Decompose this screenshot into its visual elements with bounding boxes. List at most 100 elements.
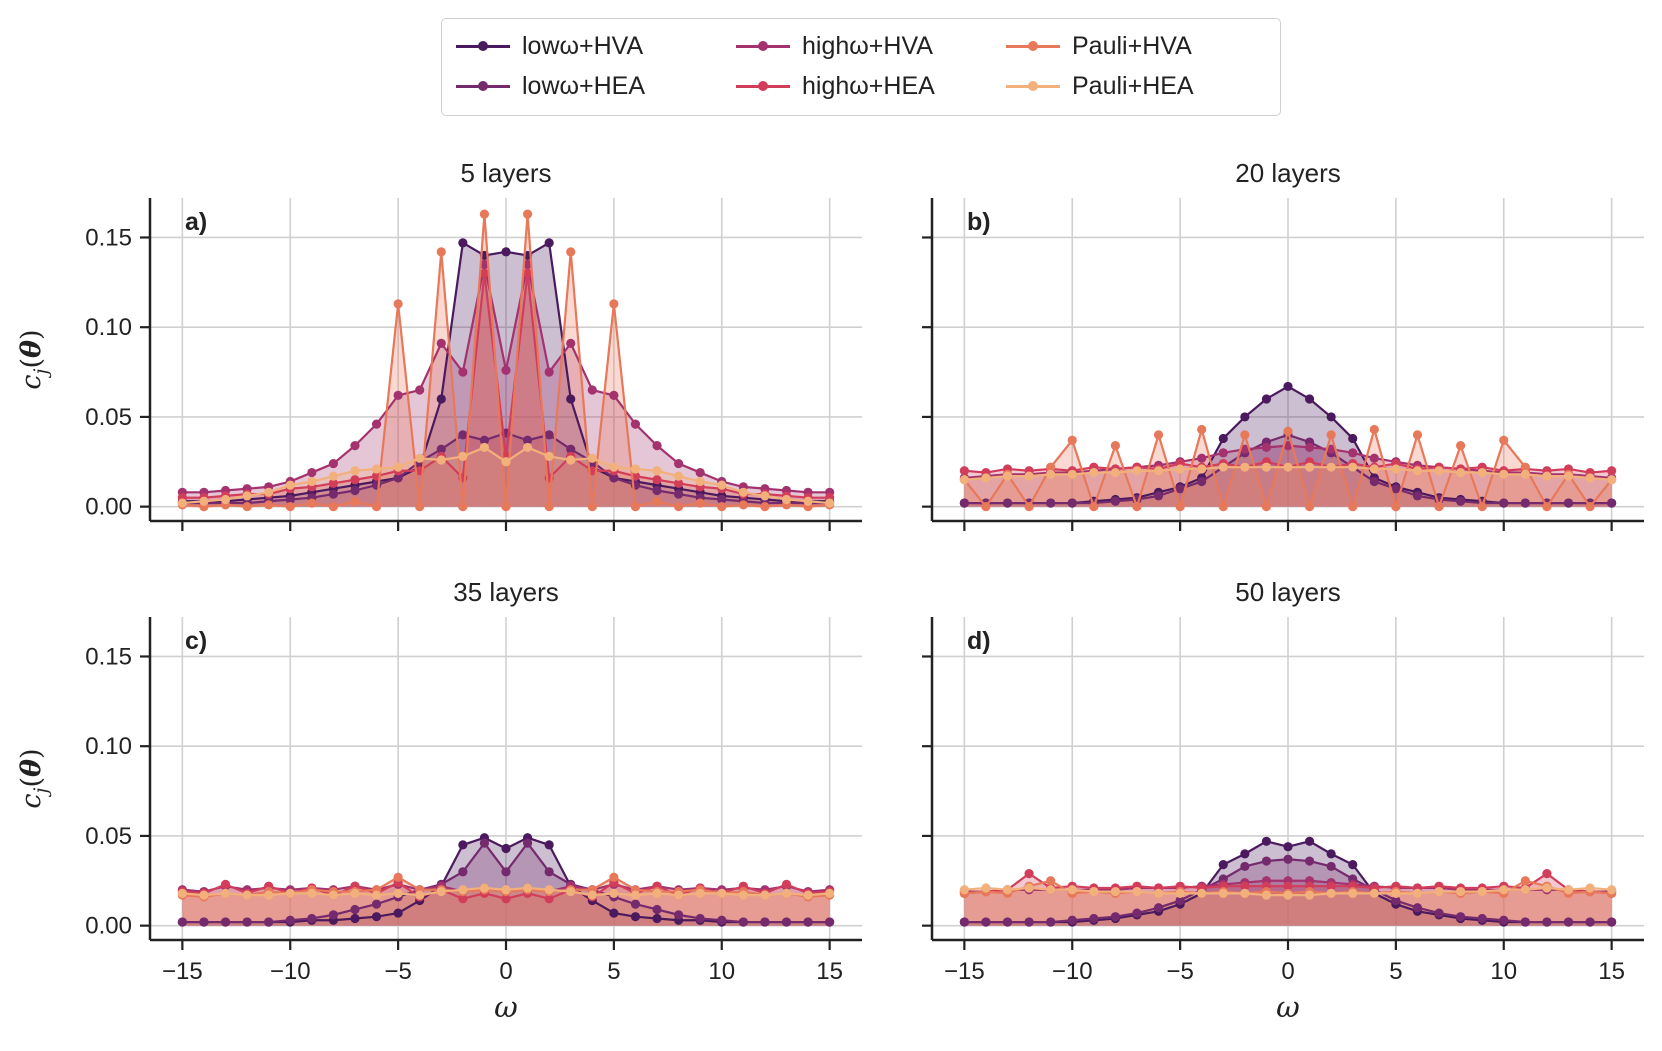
- data-point: [630, 912, 641, 922]
- data-point: [652, 904, 662, 915]
- data-point: [544, 867, 554, 877]
- data-point: [1607, 466, 1617, 476]
- data-point: [1218, 860, 1228, 870]
- data-point: [1024, 917, 1034, 927]
- data-point: [1240, 861, 1250, 872]
- data-point: [1046, 462, 1056, 472]
- data-point: [1175, 484, 1185, 494]
- data-point: [458, 840, 468, 850]
- data-point: [1153, 888, 1164, 898]
- data-point: [242, 917, 252, 927]
- data-point: [803, 496, 813, 506]
- data-point: [522, 259, 533, 269]
- data-point: [959, 885, 969, 895]
- data-point: [566, 886, 576, 897]
- data-point: [220, 494, 231, 505]
- data-point: [566, 455, 576, 465]
- data-point: [825, 498, 835, 508]
- data-point: [1218, 448, 1228, 458]
- data-point: [307, 888, 317, 898]
- data-point: [264, 890, 274, 900]
- data-point: [285, 494, 295, 505]
- subplot-title: 35 layers: [453, 577, 559, 607]
- data-point: [652, 888, 662, 898]
- data-point: [436, 338, 446, 348]
- data-point: [1110, 467, 1120, 478]
- data-point: [1024, 883, 1034, 893]
- x-tick-label: 15: [816, 958, 843, 985]
- data-point: [781, 888, 792, 898]
- data-point: [1261, 856, 1272, 866]
- data-point: [371, 912, 382, 922]
- data-point: [307, 498, 317, 508]
- data-point: [1240, 881, 1250, 891]
- data-point: [1110, 912, 1120, 922]
- data-point: [1326, 444, 1336, 454]
- data-point: [1585, 883, 1595, 893]
- legend: lowω+HVA lowω+HEA highω+HVA highω+HEA Pa…: [441, 18, 1281, 116]
- data-point: [177, 917, 187, 927]
- data-point: [652, 475, 662, 485]
- data-point: [328, 890, 338, 900]
- data-point: [350, 496, 360, 506]
- legend-line-marker-icon: [1002, 69, 1064, 103]
- y-tick-label: 0.00: [85, 494, 132, 521]
- legend-item: lowω+HVA: [452, 29, 643, 63]
- data-point: [328, 910, 338, 920]
- data-point: [1477, 886, 1487, 897]
- data-point: [350, 888, 360, 898]
- data-point: [199, 917, 209, 927]
- data-point: [1197, 476, 1207, 487]
- data-point: [501, 247, 511, 257]
- data-point: [630, 899, 641, 909]
- data-point: [436, 394, 446, 404]
- subplot-title: 5 layers: [460, 158, 551, 188]
- series-area: [182, 887, 830, 926]
- data-point: [1391, 464, 1401, 474]
- data-point: [1348, 433, 1358, 444]
- data-point: [264, 917, 274, 927]
- data-point: [1283, 426, 1293, 436]
- data-point: [393, 908, 403, 918]
- data-point: [1024, 471, 1034, 481]
- data-point: [695, 476, 705, 487]
- legend-label: lowω+HEA: [522, 71, 646, 100]
- data-point: [695, 467, 705, 478]
- data-point: [1283, 890, 1293, 900]
- data-point: [1477, 913, 1487, 924]
- data-point: [436, 444, 446, 454]
- data-point: [544, 451, 554, 461]
- legend-label: highω+HVA: [802, 31, 933, 60]
- legend-item: highω+HVA: [732, 29, 933, 63]
- series-area: [964, 445, 1612, 507]
- data-point: [803, 917, 813, 927]
- subplot: 20 layers b): [922, 158, 1644, 531]
- legend-label: highω+HEA: [802, 71, 935, 100]
- data-point: [479, 268, 490, 278]
- data-point: [501, 843, 511, 854]
- data-point: [1412, 466, 1423, 476]
- x-axis-label: ω: [494, 990, 518, 1024]
- data-point: [458, 238, 468, 248]
- data-point: [285, 915, 295, 925]
- data-point: [220, 879, 231, 889]
- legend-item: Pauli+HVA: [1002, 29, 1192, 63]
- x-tick-label: −10: [270, 958, 311, 985]
- data-point: [1585, 502, 1595, 512]
- data-point: [307, 467, 317, 478]
- data-point: [1477, 502, 1487, 512]
- data-point: [1110, 441, 1120, 451]
- data-point: [1304, 890, 1315, 900]
- x-tick-label: −10: [1052, 958, 1093, 985]
- data-point: [436, 455, 446, 465]
- data-point: [544, 367, 554, 377]
- series-area: [182, 264, 830, 507]
- data-point: [566, 444, 576, 454]
- data-point: [1563, 498, 1574, 508]
- data-point: [436, 886, 446, 897]
- data-point: [371, 502, 382, 512]
- y-axis-label: cj(θ): [16, 748, 52, 808]
- data-point: [1499, 435, 1509, 445]
- data-point: [1520, 469, 1530, 479]
- data-point: [1456, 467, 1466, 478]
